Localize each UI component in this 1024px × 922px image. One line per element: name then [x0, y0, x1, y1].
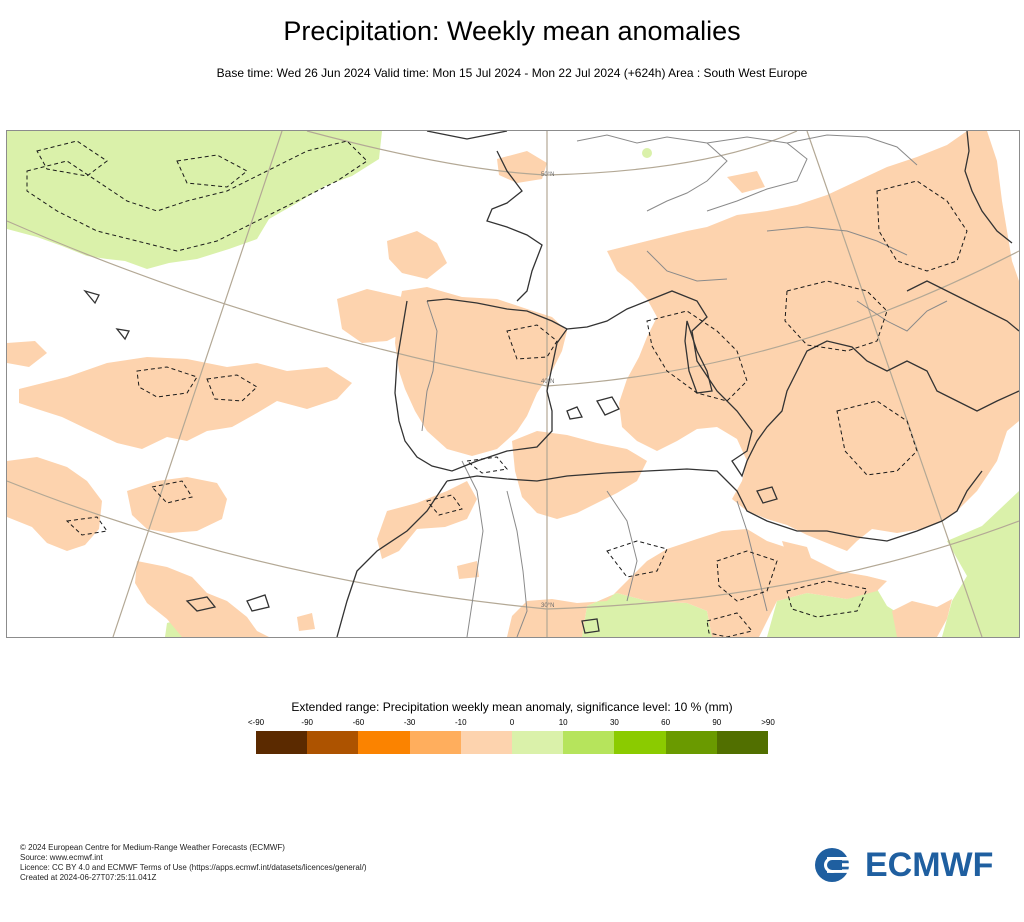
legend-tick: 0 [509, 718, 515, 727]
legend-tick: 30 [609, 718, 619, 727]
legend-colorbar [256, 731, 769, 754]
legend-swatch [256, 731, 308, 754]
legend-tick: <-90 [247, 718, 265, 727]
significance-contours [26, 140, 968, 637]
lat-label-40n: 40°N [541, 379, 554, 385]
graticule [7, 131, 1019, 637]
legend-swatch [665, 731, 717, 754]
legend-tick: -60 [352, 718, 365, 727]
legend-swatch [614, 731, 666, 754]
ecmwf-logo-icon [815, 848, 861, 882]
legend-swatch [460, 731, 513, 754]
legend-tick: -90 [301, 718, 313, 727]
chart-subtitle: Base time: Wed 26 Jun 2024 Valid time: M… [216, 66, 808, 80]
footer-created: Created at 2024-06-27T07:25:11.041Z [20, 873, 157, 882]
footer-licence: Licence: CC BY 4.0 and ECMWF Terms of Us… [20, 863, 367, 872]
legend-swatch [563, 731, 615, 754]
footer-source: Source: www.ecmwf.int [20, 853, 103, 862]
lat-label-30n: 30°N [541, 603, 554, 609]
legend-tick: 60 [661, 718, 671, 727]
graticule-labels: 50°N 40°N 30°N [541, 172, 554, 609]
footer: © 2024 European Centre for Medium-Range … [20, 843, 367, 883]
legend-swatch [307, 731, 359, 754]
legend-swatch [716, 731, 769, 754]
map-panel: 50°N 40°N 30°N [6, 130, 1020, 638]
legend-tick: >90 [761, 718, 775, 727]
country-borders [421, 134, 948, 637]
legend-swatch [358, 731, 410, 754]
logo-text: ECMWF [865, 846, 994, 884]
map-canvas: 50°N 40°N 30°N [7, 131, 1019, 637]
lat-label-50n: 50°N [541, 172, 554, 178]
legend-swatch [512, 731, 564, 754]
legend-title: Extended range: Precipitation weekly mea… [291, 700, 733, 714]
chart-title: Precipitation: Weekly mean anomalies [283, 16, 741, 46]
legend-tick: -30 [403, 718, 416, 727]
legend-swatch [409, 731, 461, 754]
legend-tick: 90 [712, 718, 722, 727]
legend-tick: 10 [558, 718, 568, 727]
legend-tick: -10 [455, 718, 467, 727]
coastlines [83, 131, 1019, 637]
footer-copyright: © 2024 European Centre for Medium-Range … [20, 843, 285, 852]
legend-ticks: <-90 -90 -60 -30 -10 0 10 30 60 90 >90 [248, 718, 775, 730]
ecmwf-logo: ECMWF [813, 846, 1013, 884]
